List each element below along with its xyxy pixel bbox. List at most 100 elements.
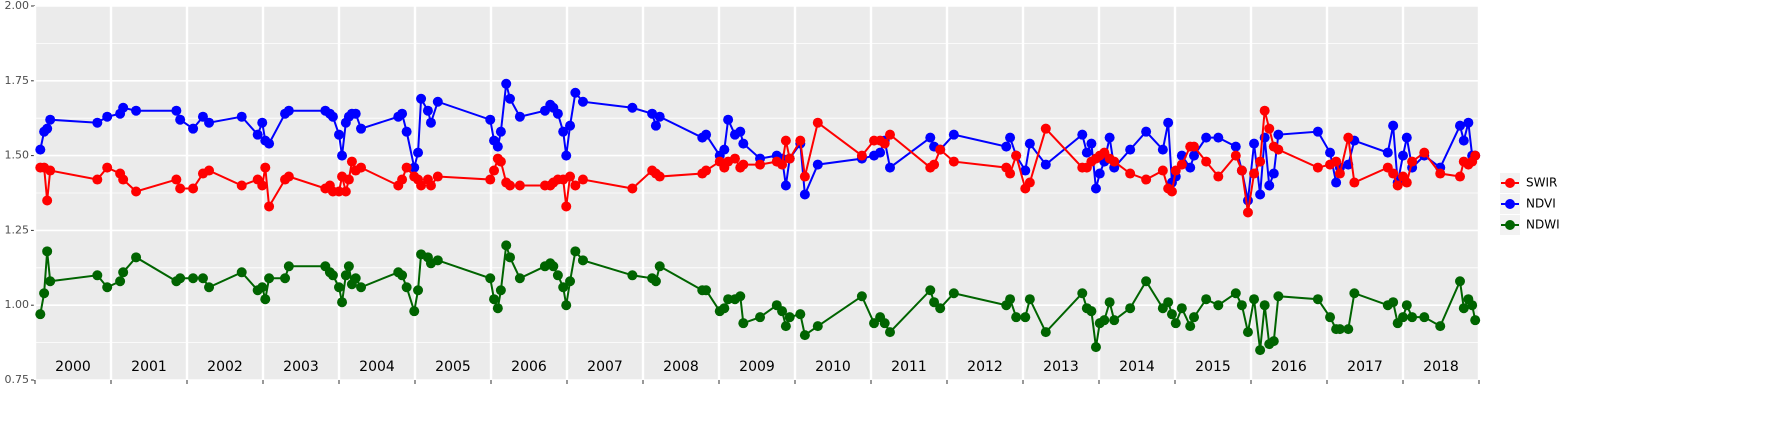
point	[1343, 132, 1354, 143]
point	[1005, 294, 1016, 305]
point	[1125, 144, 1136, 155]
point	[397, 108, 408, 119]
point	[777, 159, 788, 170]
year-label: 2001	[131, 359, 167, 375]
point	[1255, 345, 1266, 356]
point	[784, 153, 795, 164]
point	[1312, 126, 1323, 137]
point	[812, 321, 823, 332]
point	[780, 180, 791, 191]
point	[1401, 300, 1412, 311]
point	[1185, 162, 1196, 173]
point	[236, 180, 247, 191]
point	[327, 111, 338, 122]
year-label: 2005	[435, 359, 471, 375]
point	[1470, 315, 1481, 326]
point	[577, 96, 588, 107]
point	[1141, 126, 1152, 137]
point	[738, 138, 749, 149]
point	[1334, 168, 1345, 179]
point	[409, 162, 420, 173]
point	[654, 111, 665, 122]
y-tick-label: 1.50	[5, 149, 30, 162]
point	[413, 147, 424, 158]
legend-point	[1505, 199, 1515, 209]
point	[856, 291, 867, 302]
point	[1201, 132, 1212, 143]
year-label: 2006	[511, 359, 547, 375]
point	[175, 273, 186, 284]
point	[701, 165, 712, 176]
year-label: 2003	[283, 359, 319, 375]
point	[1455, 120, 1465, 131]
point	[627, 102, 638, 113]
point	[42, 246, 53, 257]
point	[856, 150, 867, 161]
point	[1094, 168, 1105, 179]
point	[1024, 294, 1035, 305]
point	[1081, 147, 1092, 158]
point	[501, 78, 512, 89]
point	[1230, 288, 1241, 299]
year-label: 2002	[207, 359, 243, 375]
point	[738, 159, 749, 170]
year-label: 2010	[815, 359, 851, 375]
point	[1086, 138, 1097, 149]
year-label: 2016	[1271, 359, 1307, 375]
point	[570, 246, 581, 257]
point	[1157, 144, 1168, 155]
point	[489, 294, 500, 305]
point	[1470, 150, 1481, 161]
point	[875, 147, 886, 158]
point	[118, 102, 129, 113]
point	[1398, 312, 1408, 323]
point	[1020, 312, 1031, 323]
point	[701, 285, 712, 296]
point	[283, 105, 294, 116]
year-label: 2018	[1423, 359, 1459, 375]
point	[885, 162, 895, 173]
point	[236, 111, 247, 122]
point	[350, 108, 361, 119]
point	[45, 114, 56, 125]
point	[1255, 189, 1266, 200]
point	[92, 270, 103, 281]
point	[495, 156, 506, 167]
point	[102, 111, 113, 122]
point	[565, 171, 576, 182]
point	[1005, 168, 1016, 179]
point	[1104, 132, 1115, 143]
point	[1005, 132, 1016, 143]
point	[1024, 177, 1035, 188]
point	[432, 255, 443, 266]
point	[260, 294, 271, 305]
point	[1189, 312, 1199, 323]
point	[35, 144, 46, 155]
point	[561, 150, 572, 161]
point	[1435, 321, 1446, 332]
point	[115, 276, 126, 287]
point	[340, 270, 351, 281]
point	[650, 276, 661, 287]
point	[1382, 147, 1393, 158]
point	[1166, 309, 1177, 320]
point	[1349, 177, 1360, 188]
point	[492, 141, 503, 152]
point	[627, 183, 638, 194]
point	[1419, 147, 1430, 158]
point	[885, 327, 895, 338]
point	[264, 138, 275, 149]
point	[1259, 105, 1270, 116]
point	[416, 93, 427, 104]
point	[1242, 327, 1253, 338]
point	[701, 129, 712, 140]
point	[131, 252, 142, 263]
point	[1401, 132, 1412, 143]
point	[425, 117, 436, 128]
point	[340, 186, 351, 197]
point	[346, 156, 357, 167]
year-label: 2000	[55, 359, 91, 375]
point	[1189, 150, 1199, 161]
point	[1273, 129, 1284, 140]
